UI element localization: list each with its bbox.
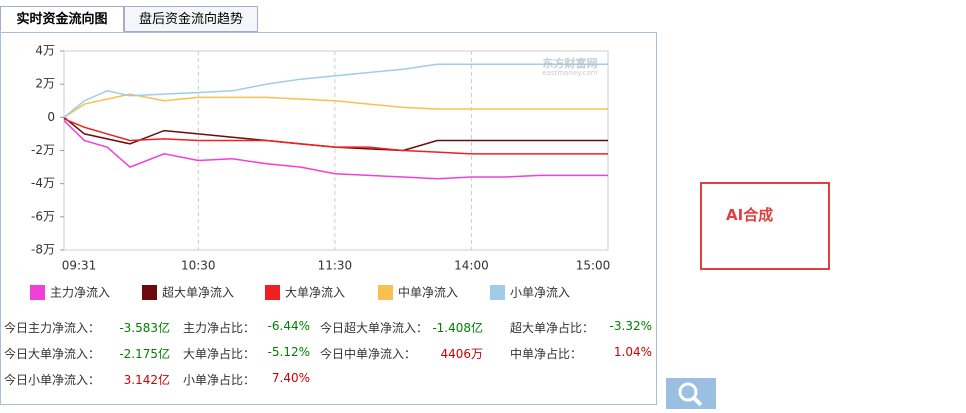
- series-line: [63, 116, 608, 152]
- y-tick-label: -4万: [31, 176, 55, 190]
- legend-swatch: [30, 285, 45, 300]
- stat-label: 今日中单净流入：: [320, 347, 417, 361]
- series-line: [63, 118, 608, 155]
- search-button[interactable]: [666, 378, 716, 409]
- legend-label: 小单净流入: [510, 286, 570, 300]
- legend-label: 大单净流入: [285, 286, 345, 300]
- legend-swatch: [142, 285, 157, 300]
- series-line: [63, 63, 608, 118]
- x-tick-label: 09:31: [62, 259, 97, 273]
- stat-label: 小单净占比：: [183, 373, 256, 387]
- stat-label: 中单净占比：: [510, 347, 583, 361]
- stat-label: 今日超大单净流入：: [320, 321, 429, 335]
- y-tick-label: 2万: [35, 77, 55, 91]
- series-line: [63, 93, 608, 118]
- stat-value: -3.583亿: [119, 321, 170, 335]
- stat-label: 今日主力净流入：: [4, 321, 101, 335]
- plot-frame: [63, 50, 609, 251]
- stat-label: 今日大单净流入：: [4, 347, 101, 361]
- watermark-sub: eastmoney.com: [542, 69, 597, 77]
- stat-value: 4406万: [440, 347, 483, 361]
- legend-label: 中单净流入: [398, 285, 458, 300]
- stat-label: 超大单净占比：: [510, 321, 595, 335]
- stat-value: 3.142亿: [123, 373, 170, 387]
- stat-value: 7.40%: [271, 371, 310, 385]
- ai-label: AI合成: [726, 206, 774, 224]
- stat-value: -3.32%: [609, 319, 652, 333]
- ai-badge: AI合成: [700, 182, 830, 270]
- legend-swatch: [378, 285, 393, 300]
- tab-active[interactable]: 实时资金流向图: [0, 6, 124, 32]
- watermark: 东方财富网: [543, 56, 598, 70]
- tab[interactable]: 盘后资金流向趋势: [124, 6, 258, 32]
- series-line: [63, 120, 608, 180]
- x-tick-label: 11:30: [318, 259, 353, 273]
- stat-label: 大单净占比：: [183, 347, 256, 361]
- stat-value: -2.175亿: [119, 347, 170, 361]
- legend-swatch: [490, 285, 505, 300]
- x-tick-label: 14:00: [454, 259, 489, 273]
- y-tick-label: 0: [47, 110, 55, 124]
- stat-value: -1.408亿: [432, 321, 483, 335]
- legend-label: 主力净流入: [50, 286, 110, 300]
- stat-value: -5.12%: [267, 345, 310, 359]
- stat-label: 今日小单净流入：: [4, 373, 101, 387]
- stat-value: -6.44%: [267, 319, 310, 333]
- x-tick-label: 15:00: [576, 259, 611, 273]
- panel: [0, 32, 657, 405]
- x-tick-label: 10:30: [181, 259, 216, 273]
- y-tick-label: -8万: [31, 243, 55, 257]
- legend-label: 超大单净流入: [162, 285, 234, 300]
- stat-value: 1.04%: [613, 345, 652, 359]
- y-tick-label: -6万: [31, 209, 55, 223]
- stat-label: 主力净占比：: [183, 321, 256, 335]
- search-icon: [678, 382, 703, 407]
- y-tick-label: 4万: [35, 44, 55, 58]
- legend-swatch: [265, 285, 280, 300]
- y-tick-label: -2万: [31, 143, 55, 157]
